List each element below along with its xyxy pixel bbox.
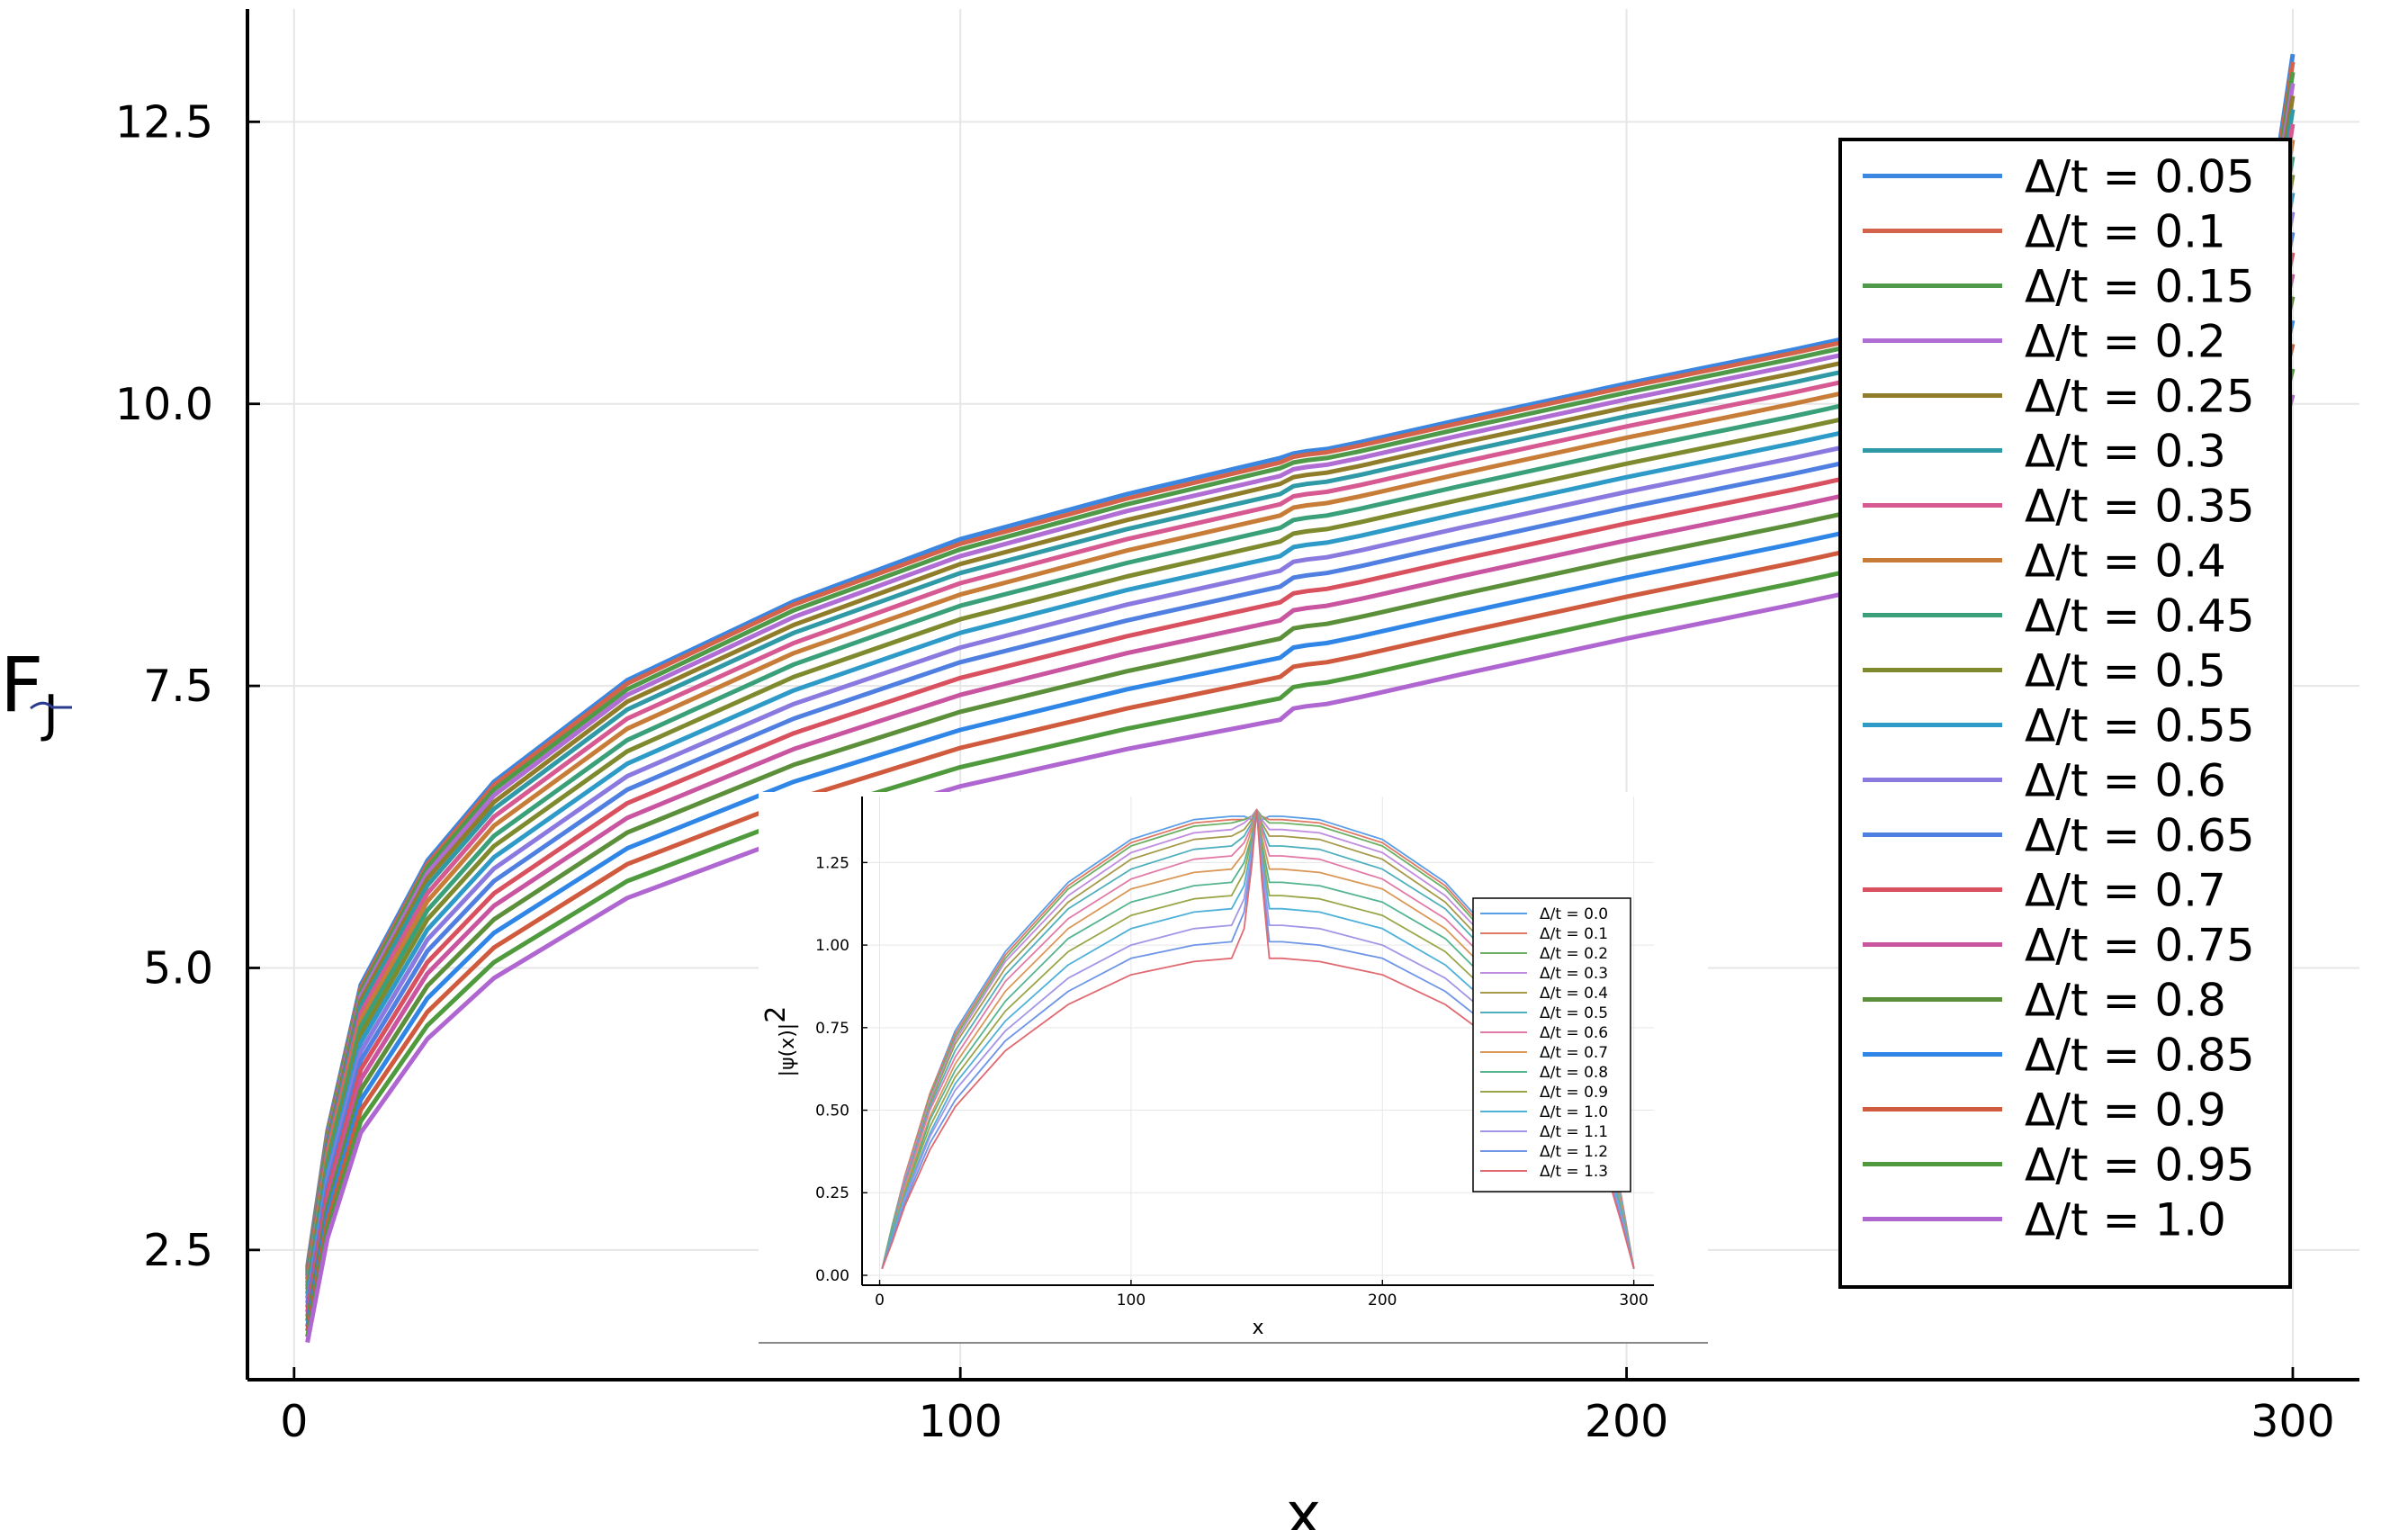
- inset-legend-label: Δ/t = 0.1: [1540, 925, 1608, 943]
- inset-y-axis-label: |ψ(x)|2: [760, 1006, 799, 1077]
- inset-legend-label: Δ/t = 0.5: [1540, 1004, 1608, 1022]
- legend-label: Δ/t = 0.3: [2025, 426, 2226, 478]
- inset-legend-label: Δ/t = 0.6: [1540, 1024, 1608, 1042]
- legend-label: Δ/t = 0.05: [2025, 151, 2255, 203]
- y-tick-label: 5.0: [143, 943, 213, 994]
- inset-legend-label: Δ/t = 0.3: [1540, 965, 1608, 983]
- inset-x-axis-label: x: [1252, 1317, 1263, 1339]
- inset-y-tick-label: 1.00: [815, 937, 849, 955]
- inset-legend-label: Δ/t = 0.4: [1540, 985, 1608, 1003]
- y-tick-label: 2.5: [143, 1225, 213, 1276]
- inset-x-tick-label: 0: [875, 1292, 885, 1310]
- legend-label: Δ/t = 0.7: [2025, 865, 2226, 917]
- inset-plot: 0 100 200 300 0.00 0.25 0.50 0.75 1.00 1.25 x |ψ(x)…: [759, 792, 1708, 1344]
- legend-label: Δ/t = 0.9: [2025, 1084, 2226, 1137]
- x-axis-label: x: [1286, 1480, 1321, 1530]
- legend-label: Δ/t = 0.4: [2025, 536, 2226, 588]
- y-tick-label: 10.0: [115, 379, 213, 430]
- legend-label: Δ/t = 0.95: [2025, 1139, 2255, 1192]
- legend-label: Δ/t = 0.1: [2025, 206, 2226, 258]
- inset-x-tick-label: 200: [1368, 1292, 1397, 1310]
- y-axis-label: FJ: [0, 641, 58, 743]
- inset-legend-label: Δ/t = 1.3: [1540, 1163, 1608, 1181]
- legend-box: [1838, 138, 2292, 1289]
- inset-y-tick-label: 0.25: [815, 1184, 849, 1202]
- inset-y-axis-label-superscript: 2: [760, 1006, 792, 1023]
- inset-legend-label: Δ/t = 1.0: [1540, 1103, 1608, 1121]
- subscript-mark: [30, 701, 72, 710]
- legend-label: Δ/t = 0.2: [2025, 316, 2226, 368]
- inset-y-tick-label: 0.75: [815, 1020, 849, 1038]
- inset-legend-label: Δ/t = 0.0: [1540, 905, 1608, 923]
- legend-label: Δ/t = 0.5: [2025, 645, 2226, 698]
- inset-legend-label: Δ/t = 0.7: [1540, 1044, 1608, 1062]
- legend-label: Δ/t = 0.35: [2025, 481, 2255, 533]
- inset-legend-label: Δ/t = 1.2: [1540, 1143, 1608, 1161]
- inset-legend-label: Δ/t = 0.2: [1540, 945, 1608, 963]
- inset-x-tick-label: 100: [1117, 1292, 1146, 1310]
- inset-y-tick-label: 1.25: [815, 854, 849, 872]
- x-tick-label: 300: [2251, 1396, 2335, 1447]
- legend-label: Δ/t = 0.15: [2025, 261, 2255, 313]
- inset-legend-box: [1472, 897, 1631, 1192]
- y-tick-label: 7.5: [143, 661, 213, 712]
- legend-label: Δ/t = 0.85: [2025, 1030, 2255, 1082]
- y-tick-label: 12.5: [115, 96, 213, 148]
- legend-label: Δ/t = 0.75: [2025, 920, 2255, 972]
- inset-legend-label: Δ/t = 0.9: [1540, 1084, 1608, 1102]
- inset-legend-label: Δ/t = 1.1: [1540, 1123, 1608, 1141]
- y-axis-label-subscript: J: [40, 685, 58, 743]
- inset-x-tick-label: 300: [1619, 1292, 1648, 1310]
- legend-label: Δ/t = 0.65: [2025, 810, 2255, 862]
- legend-label: Δ/t = 0.45: [2025, 590, 2255, 643]
- x-tick-label: 0: [280, 1396, 308, 1447]
- legend-label: Δ/t = 1.0: [2025, 1194, 2226, 1246]
- legend-label: Δ/t = 0.25: [2025, 371, 2255, 423]
- inset-y-axis-label-main: |ψ(x)|: [777, 1023, 799, 1077]
- legend-label: Δ/t = 0.55: [2025, 700, 2255, 752]
- y-axis-label-main: F: [0, 641, 43, 729]
- main-legend: Δ/t = 0.05Δ/t = 0.1Δ/t = 0.15Δ/t = 0.2Δ/…: [1838, 138, 2292, 1289]
- legend-label: Δ/t = 0.8: [2025, 975, 2226, 1027]
- inset-y-tick-label: 0.50: [815, 1102, 849, 1120]
- x-tick-label: 200: [1585, 1396, 1669, 1447]
- inset-legend-label: Δ/t = 0.8: [1540, 1064, 1608, 1082]
- x-tick-label: 100: [918, 1396, 1002, 1447]
- inset-y-tick-label: 0.00: [815, 1267, 849, 1285]
- legend-label: Δ/t = 0.6: [2025, 755, 2226, 807]
